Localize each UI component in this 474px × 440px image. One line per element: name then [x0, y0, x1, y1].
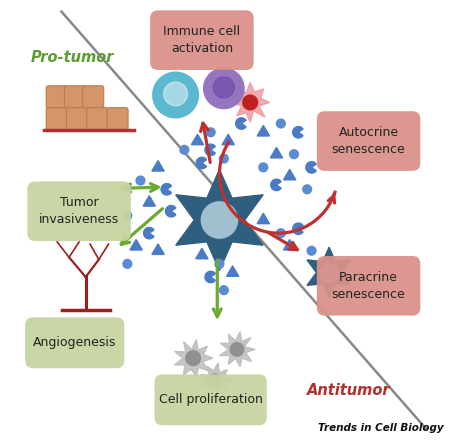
Circle shape: [186, 351, 201, 366]
Text: Paracrine
senescence: Paracrine senescence: [332, 271, 405, 301]
Polygon shape: [283, 169, 296, 180]
Polygon shape: [227, 266, 239, 276]
Polygon shape: [222, 134, 234, 145]
Polygon shape: [307, 247, 351, 298]
Circle shape: [276, 229, 285, 238]
Circle shape: [209, 374, 221, 386]
Wedge shape: [236, 118, 246, 129]
FancyBboxPatch shape: [150, 11, 254, 70]
Polygon shape: [175, 340, 213, 377]
FancyBboxPatch shape: [27, 181, 131, 241]
Circle shape: [219, 154, 228, 163]
Circle shape: [201, 202, 237, 238]
Wedge shape: [293, 127, 303, 138]
Text: Tumor
invasiveness: Tumor invasiveness: [39, 197, 119, 226]
FancyBboxPatch shape: [25, 317, 124, 368]
FancyBboxPatch shape: [87, 108, 108, 130]
Text: Trends in Cell Biology: Trends in Cell Biology: [318, 423, 443, 433]
Circle shape: [213, 77, 234, 98]
Polygon shape: [191, 134, 204, 145]
Circle shape: [136, 176, 145, 185]
Circle shape: [204, 68, 244, 109]
Wedge shape: [205, 144, 215, 155]
Polygon shape: [176, 169, 263, 271]
Text: Antitumor: Antitumor: [307, 383, 391, 399]
Circle shape: [276, 119, 285, 128]
FancyBboxPatch shape: [64, 86, 85, 108]
Polygon shape: [196, 248, 208, 259]
Circle shape: [219, 286, 228, 294]
FancyBboxPatch shape: [46, 86, 67, 108]
Circle shape: [153, 72, 199, 118]
Circle shape: [243, 95, 257, 110]
Circle shape: [206, 128, 215, 137]
Polygon shape: [270, 147, 283, 158]
Polygon shape: [257, 125, 269, 136]
Polygon shape: [143, 196, 155, 206]
Text: Cell proliferation: Cell proliferation: [159, 393, 263, 406]
Circle shape: [303, 185, 311, 194]
Wedge shape: [271, 179, 281, 191]
FancyBboxPatch shape: [317, 256, 420, 315]
Wedge shape: [161, 183, 172, 195]
Wedge shape: [165, 205, 176, 217]
Circle shape: [320, 264, 338, 282]
Circle shape: [123, 260, 132, 268]
FancyBboxPatch shape: [83, 86, 104, 108]
Polygon shape: [130, 239, 142, 250]
FancyBboxPatch shape: [107, 108, 128, 130]
Polygon shape: [152, 244, 164, 254]
Polygon shape: [219, 332, 255, 367]
Wedge shape: [205, 271, 215, 283]
FancyBboxPatch shape: [317, 111, 420, 171]
Circle shape: [230, 343, 244, 356]
Text: Immune cell
activation: Immune cell activation: [164, 26, 240, 55]
Polygon shape: [283, 239, 296, 250]
Circle shape: [123, 211, 132, 220]
Circle shape: [180, 146, 189, 154]
Text: Autocrine
senescence: Autocrine senescence: [332, 126, 405, 156]
Circle shape: [290, 150, 299, 158]
Wedge shape: [293, 223, 303, 235]
FancyBboxPatch shape: [66, 108, 88, 130]
Polygon shape: [152, 161, 164, 171]
Circle shape: [307, 246, 316, 255]
Wedge shape: [144, 227, 154, 239]
FancyBboxPatch shape: [155, 374, 267, 425]
Wedge shape: [196, 157, 207, 169]
Polygon shape: [201, 363, 232, 397]
Wedge shape: [306, 161, 316, 173]
Circle shape: [259, 163, 268, 172]
Circle shape: [164, 82, 187, 106]
Text: Pro-tumor: Pro-tumor: [31, 50, 114, 65]
Text: Angiogenesis: Angiogenesis: [33, 336, 117, 349]
FancyBboxPatch shape: [46, 108, 67, 130]
Polygon shape: [231, 83, 269, 122]
Polygon shape: [257, 213, 269, 224]
Circle shape: [215, 260, 224, 268]
